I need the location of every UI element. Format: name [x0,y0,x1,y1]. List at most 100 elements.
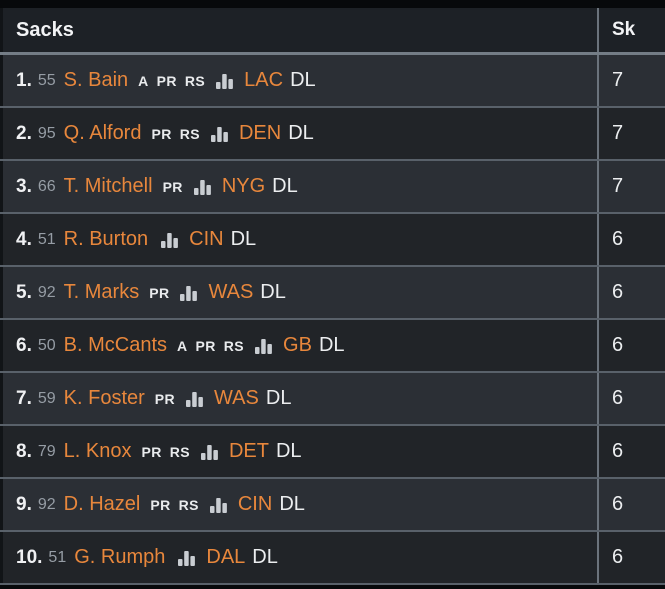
status-badge: RS [184,72,206,89]
jersey-number-label: 51 [48,548,67,566]
badge-list: PR RS [151,126,208,142]
bar-chart-icon[interactable] [178,282,199,303]
bar-chart-icon[interactable] [192,176,213,197]
table-header-row: Sacks Sk [0,8,665,55]
rank-label: 2. [16,122,32,144]
position-label: DL [318,334,345,356]
table-row[interactable]: 6. 50 B. McCants A PR RS GB DL 6 [0,320,665,373]
status-badge: PR [150,496,171,513]
bar-chart-icon[interactable] [208,494,229,515]
bar-chart-icon[interactable] [209,123,230,144]
status-badge: PR [141,443,162,460]
rank-label: 3. [16,175,32,197]
page-title: Sacks [16,18,74,41]
rank-label: 1. [16,69,32,91]
status-badge: A [138,72,149,89]
stat-value: 7 [612,175,624,197]
player-name-link[interactable]: Q. Alford [63,122,142,144]
position-label: DL [230,228,257,250]
stat-value: 6 [612,440,624,462]
rank-label: 9. [16,493,32,515]
jersey-number-label: 51 [37,230,56,248]
jersey-number-label: 59 [37,389,56,407]
stat-value: 6 [612,387,624,409]
team-abbrev-label: CIN [189,228,224,250]
position-label: DL [279,493,305,515]
bar-chart-icon[interactable] [159,229,180,250]
status-badge: RS [179,125,200,142]
table-row[interactable]: 1. 55 S. Bain A PR RS LAC DL 7 [0,55,665,108]
team-abbrev-label: LAC [244,69,284,91]
stat-column-header: Sk [612,19,636,40]
table-row[interactable]: 7. 59 K. Foster PR WAS DL 6 [0,373,665,426]
bar-chart-icon[interactable] [214,70,235,91]
rank-label: 10. [16,546,43,568]
table-row[interactable]: 2. 95 Q. Alford PR RS DEN DL 7 [0,108,665,161]
team-abbrev-label: WAS [214,387,259,409]
rank-label: 7. [16,387,32,409]
stat-value: 6 [612,281,624,303]
player-cell: 8. 79 L. Knox PR RS DET DL [0,426,597,477]
bar-chart-icon[interactable] [199,441,220,462]
player-name-link[interactable]: S. Bain [63,69,129,91]
status-badge: PR [151,125,172,142]
jersey-number-label: 92 [37,495,56,513]
status-badge: A [177,337,188,354]
bar-chart-icon[interactable] [176,547,197,568]
stat-cell: 6 [597,532,665,583]
team-abbrev-label: DET [228,440,269,462]
table-row[interactable]: 4. 51 R. Burton CIN DL 6 [0,214,665,267]
team-abbrev-label: NYG [221,175,266,197]
table-row[interactable]: 8. 79 L. Knox PR RS DET DL 6 [0,426,665,479]
bar-chart-icon[interactable] [184,388,205,409]
player-name-link[interactable]: G. Rumph [74,546,166,568]
table-row[interactable]: 3. 66 T. Mitchell PR NYG DL 7 [0,161,665,214]
badge-list: PR [155,391,183,407]
status-badge: RS [223,337,245,354]
team-abbrev-label: WAS [208,281,254,303]
jersey-number-label: 92 [37,283,56,301]
rank-label: 6. [16,334,32,356]
player-name-link[interactable]: R. Burton [63,228,149,250]
stat-value: 6 [612,334,624,356]
table-header-cell-category: Sacks [0,8,597,52]
player-name-link[interactable]: K. Foster [63,387,145,409]
stat-cell: 7 [597,161,665,212]
position-label: DL [260,281,286,303]
team-abbrev-label: GB [283,334,312,356]
table-row[interactable]: 9. 92 D. Hazel PR RS CIN DL 6 [0,479,665,532]
stat-cell: 7 [597,55,665,106]
player-cell: 2. 95 Q. Alford PR RS DEN DL [0,108,597,159]
position-label: DL [272,175,298,197]
stat-value: 7 [612,69,624,91]
stat-cell: 6 [597,267,665,318]
jersey-number-label: 50 [37,336,56,354]
player-cell: 6. 50 B. McCants A PR RS GB DL [0,320,597,371]
jersey-number-label: 79 [37,442,56,460]
status-badge: PR [149,284,170,301]
stat-cell: 6 [597,320,665,371]
player-name-link[interactable]: D. Hazel [63,493,141,515]
player-cell: 9. 92 D. Hazel PR RS CIN DL [0,479,597,530]
player-name-link[interactable]: L. Knox [63,440,132,462]
table-row[interactable]: 5. 92 T. Marks PR WAS DL 6 [0,267,665,320]
status-badge: PR [154,390,176,407]
badge-list: PR RS [141,444,198,460]
bar-chart-icon[interactable] [253,335,274,356]
position-label: DL [252,546,278,568]
team-abbrev-label: DAL [206,546,246,568]
status-badge: RS [169,443,190,460]
player-name-link[interactable]: T. Mitchell [63,175,153,197]
table-row[interactable]: 10. 51 G. Rumph DAL DL 6 [0,532,665,585]
badge-list: PR [149,285,177,301]
team-abbrev-label: DEN [238,122,282,144]
player-name-link[interactable]: T. Marks [63,281,140,303]
player-name-link[interactable]: B. McCants [63,334,168,356]
leaderboard-rows: 1. 55 S. Bain A PR RS LAC DL 7 2. 95 Q. Al… [0,55,665,585]
stat-value: 7 [612,122,624,144]
status-badge: RS [178,496,199,513]
jersey-number-label: 95 [37,124,56,142]
stat-cell: 6 [597,479,665,530]
status-badge: PR [195,337,216,354]
